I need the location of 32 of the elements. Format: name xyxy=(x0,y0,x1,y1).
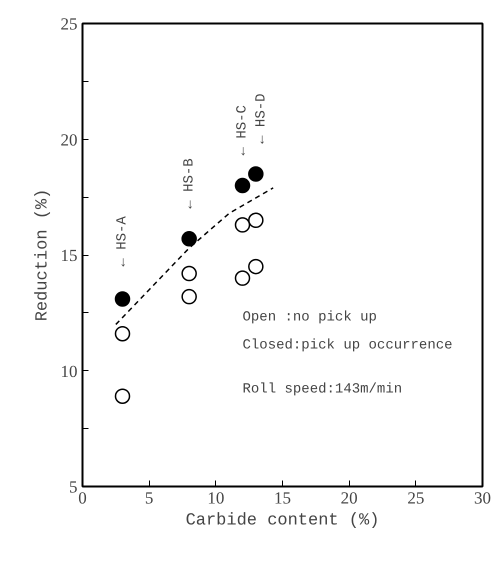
point xyxy=(248,258,264,274)
annotation: Roll speed:143m/min xyxy=(242,381,402,398)
x-tick-label: 10 xyxy=(207,488,224,508)
point xyxy=(248,166,264,182)
y-tick-label: 25 xyxy=(60,14,78,34)
x-tick-label: 20 xyxy=(340,488,358,508)
x-axis-title: Carbide content (%) xyxy=(186,512,380,530)
point xyxy=(114,326,130,342)
annotation: ← HS-A xyxy=(114,216,130,267)
annotation: Closed:pick up occurrence xyxy=(242,337,453,354)
x-tick-label: 0 xyxy=(78,488,87,508)
annotation: ← HS-C xyxy=(234,105,250,156)
point xyxy=(114,388,130,404)
x-tick-label: 25 xyxy=(407,488,424,508)
point xyxy=(248,212,264,228)
annotation: ← HS-D xyxy=(253,93,270,144)
x-tick-label: 15 xyxy=(274,488,291,508)
x-tick-label: 30 xyxy=(474,488,491,508)
point xyxy=(181,231,197,247)
annotation: Open :no pick up xyxy=(242,310,377,326)
point xyxy=(114,291,130,307)
point xyxy=(234,217,250,233)
y-tick-label: 20 xyxy=(60,130,78,150)
point xyxy=(234,270,250,286)
annotation: ← HS-B xyxy=(181,158,198,209)
point xyxy=(181,266,197,282)
y-tick-label: 10 xyxy=(60,362,78,381)
x-tick-label: 5 xyxy=(144,488,154,508)
y-tick-label: 15 xyxy=(60,246,78,265)
point xyxy=(234,178,250,194)
y-axis-title: Reduction (%) xyxy=(34,188,52,322)
point xyxy=(181,288,197,304)
